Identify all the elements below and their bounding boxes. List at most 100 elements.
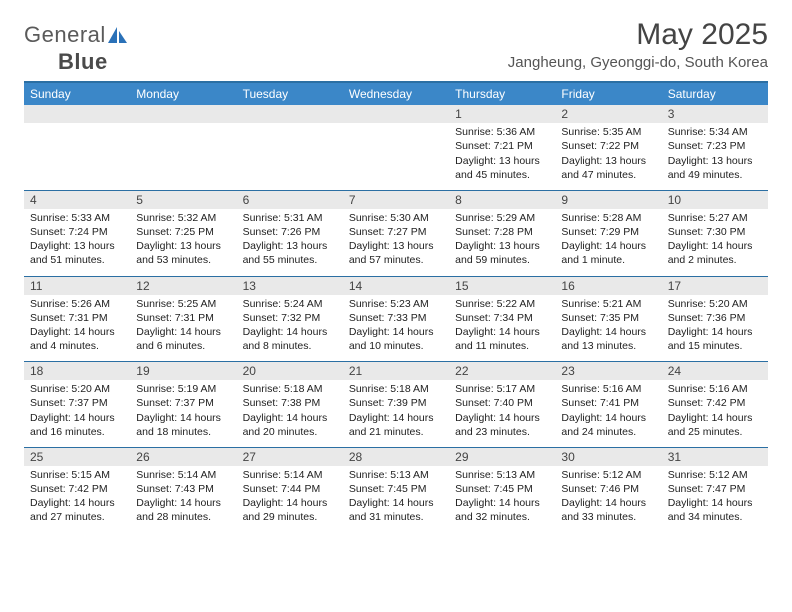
calendar: Sunday Monday Tuesday Wednesday Thursday…	[24, 81, 768, 532]
day-number-row: 25262728293031	[24, 447, 768, 466]
day-details-cell: Sunrise: 5:30 AMSunset: 7:27 PMDaylight:…	[343, 209, 449, 276]
daylight-line: Daylight: 13 hours and 59 minutes.	[455, 239, 549, 267]
day-details-cell: Sunrise: 5:15 AMSunset: 7:42 PMDaylight:…	[24, 466, 130, 533]
day-number-cell: 19	[130, 362, 236, 380]
sunrise-line: Sunrise: 5:32 AM	[136, 211, 230, 225]
day-details-cell: Sunrise: 5:18 AMSunset: 7:39 PMDaylight:…	[343, 380, 449, 447]
dow-sunday: Sunday	[24, 83, 130, 105]
day-number-cell: 21	[343, 362, 449, 380]
dow-wednesday: Wednesday	[343, 83, 449, 105]
day-details-cell: Sunrise: 5:16 AMSunset: 7:41 PMDaylight:…	[555, 380, 661, 447]
dow-monday: Monday	[130, 83, 236, 105]
sunrise-line: Sunrise: 5:20 AM	[668, 297, 762, 311]
day-details-cell: Sunrise: 5:33 AMSunset: 7:24 PMDaylight:…	[24, 209, 130, 276]
day-details-cell: Sunrise: 5:14 AMSunset: 7:44 PMDaylight:…	[237, 466, 343, 533]
sunset-line: Sunset: 7:42 PM	[668, 396, 762, 410]
day-number-row: 11121314151617	[24, 276, 768, 295]
dow-friday: Friday	[555, 83, 661, 105]
daylight-line: Daylight: 14 hours and 16 minutes.	[30, 411, 124, 439]
sunset-line: Sunset: 7:31 PM	[30, 311, 124, 325]
logo-sail-icon	[108, 23, 128, 49]
daylight-line: Daylight: 14 hours and 28 minutes.	[136, 496, 230, 524]
daylight-line: Daylight: 13 hours and 53 minutes.	[136, 239, 230, 267]
sunset-line: Sunset: 7:31 PM	[136, 311, 230, 325]
sunrise-line: Sunrise: 5:35 AM	[561, 125, 655, 139]
daylight-line: Daylight: 14 hours and 32 minutes.	[455, 496, 549, 524]
daylight-line: Daylight: 13 hours and 51 minutes.	[30, 239, 124, 267]
day-details-cell: Sunrise: 5:17 AMSunset: 7:40 PMDaylight:…	[449, 380, 555, 447]
daylight-line: Daylight: 14 hours and 29 minutes.	[243, 496, 337, 524]
logo-text-thin: General	[24, 22, 106, 47]
day-details-cell: Sunrise: 5:21 AMSunset: 7:35 PMDaylight:…	[555, 295, 661, 362]
day-details-cell: Sunrise: 5:29 AMSunset: 7:28 PMDaylight:…	[449, 209, 555, 276]
daylight-line: Daylight: 14 hours and 23 minutes.	[455, 411, 549, 439]
sunrise-line: Sunrise: 5:34 AM	[668, 125, 762, 139]
day-number-cell: 29	[449, 448, 555, 466]
day-number-cell: 20	[237, 362, 343, 380]
day-number-cell: 8	[449, 191, 555, 209]
sunrise-line: Sunrise: 5:23 AM	[349, 297, 443, 311]
day-details-row: Sunrise: 5:36 AMSunset: 7:21 PMDaylight:…	[24, 123, 768, 190]
day-number-cell: 18	[24, 362, 130, 380]
sunrise-line: Sunrise: 5:25 AM	[136, 297, 230, 311]
day-details-cell: Sunrise: 5:34 AMSunset: 7:23 PMDaylight:…	[662, 123, 768, 190]
day-number-cell: 5	[130, 191, 236, 209]
day-number-cell: 7	[343, 191, 449, 209]
sunset-line: Sunset: 7:26 PM	[243, 225, 337, 239]
sunset-line: Sunset: 7:40 PM	[455, 396, 549, 410]
day-details-cell: Sunrise: 5:12 AMSunset: 7:46 PMDaylight:…	[555, 466, 661, 533]
day-details-cell: Sunrise: 5:19 AMSunset: 7:37 PMDaylight:…	[130, 380, 236, 447]
sunrise-line: Sunrise: 5:26 AM	[30, 297, 124, 311]
day-number-cell: 27	[237, 448, 343, 466]
day-number-cell: 13	[237, 277, 343, 295]
day-details-cell: Sunrise: 5:36 AMSunset: 7:21 PMDaylight:…	[449, 123, 555, 190]
sunrise-line: Sunrise: 5:16 AM	[668, 382, 762, 396]
day-number-cell: 2	[555, 105, 661, 123]
sunrise-line: Sunrise: 5:33 AM	[30, 211, 124, 225]
sunset-line: Sunset: 7:42 PM	[30, 482, 124, 496]
sunrise-line: Sunrise: 5:14 AM	[136, 468, 230, 482]
daylight-line: Daylight: 13 hours and 47 minutes.	[561, 154, 655, 182]
daylight-line: Daylight: 14 hours and 21 minutes.	[349, 411, 443, 439]
daylight-line: Daylight: 14 hours and 4 minutes.	[30, 325, 124, 353]
day-number-cell: 9	[555, 191, 661, 209]
day-number-cell	[24, 105, 130, 123]
day-number-cell: 12	[130, 277, 236, 295]
day-details-cell: Sunrise: 5:16 AMSunset: 7:42 PMDaylight:…	[662, 380, 768, 447]
weeks-container: 123Sunrise: 5:36 AMSunset: 7:21 PMDaylig…	[24, 105, 768, 532]
day-details-cell: Sunrise: 5:20 AMSunset: 7:37 PMDaylight:…	[24, 380, 130, 447]
day-number-cell: 30	[555, 448, 661, 466]
day-details-cell: Sunrise: 5:25 AMSunset: 7:31 PMDaylight:…	[130, 295, 236, 362]
sunrise-line: Sunrise: 5:20 AM	[30, 382, 124, 396]
sunset-line: Sunset: 7:37 PM	[30, 396, 124, 410]
logo-text: GeneralBlue	[24, 22, 128, 75]
day-number-cell: 1	[449, 105, 555, 123]
title-block: May 2025 Jangheung, Gyeonggi-do, South K…	[508, 18, 768, 71]
day-details-row: Sunrise: 5:15 AMSunset: 7:42 PM Daylight:…	[24, 466, 768, 533]
day-details-row: Sunrise: 5:26 AMSunset: 7:31 PMDaylight:…	[24, 295, 768, 362]
sunset-line: Sunset: 7:47 PM	[668, 482, 762, 496]
day-number-cell: 3	[662, 105, 768, 123]
day-details-cell: Sunrise: 5:13 AMSunset: 7:45 PMDaylight:…	[449, 466, 555, 533]
day-number-row: 45678910	[24, 190, 768, 209]
sunrise-line: Sunrise: 5:24 AM	[243, 297, 337, 311]
daylight-line: Daylight: 13 hours and 45 minutes.	[455, 154, 549, 182]
daylight-line: Daylight: 14 hours and 31 minutes.	[349, 496, 443, 524]
day-details-cell: Sunrise: 5:27 AMSunset: 7:30 PMDaylight:…	[662, 209, 768, 276]
calendar-page: GeneralBlue May 2025 Jangheung, Gyeonggi…	[0, 0, 792, 533]
sunset-line: Sunset: 7:38 PM	[243, 396, 337, 410]
day-number-cell: 26	[130, 448, 236, 466]
day-number-row: 123	[24, 105, 768, 123]
sunrise-line: Sunrise: 5:30 AM	[349, 211, 443, 225]
sunrise-line: Sunrise: 5:15 AM	[30, 468, 124, 482]
month-title: May 2025	[508, 18, 768, 52]
sunrise-line: Sunrise: 5:19 AM	[136, 382, 230, 396]
daylight-line: Daylight: 14 hours and 11 minutes.	[455, 325, 549, 353]
daylight-line: Daylight: 14 hours and 33 minutes.	[561, 496, 655, 524]
sunset-line: Sunset: 7:21 PM	[455, 139, 549, 153]
day-details-cell: Sunrise: 5:22 AMSunset: 7:34 PMDaylight:…	[449, 295, 555, 362]
day-number-cell: 4	[24, 191, 130, 209]
day-number-cell: 31	[662, 448, 768, 466]
daylight-line: Daylight: 14 hours and 18 minutes.	[136, 411, 230, 439]
sunrise-line: Sunrise: 5:14 AM	[243, 468, 337, 482]
